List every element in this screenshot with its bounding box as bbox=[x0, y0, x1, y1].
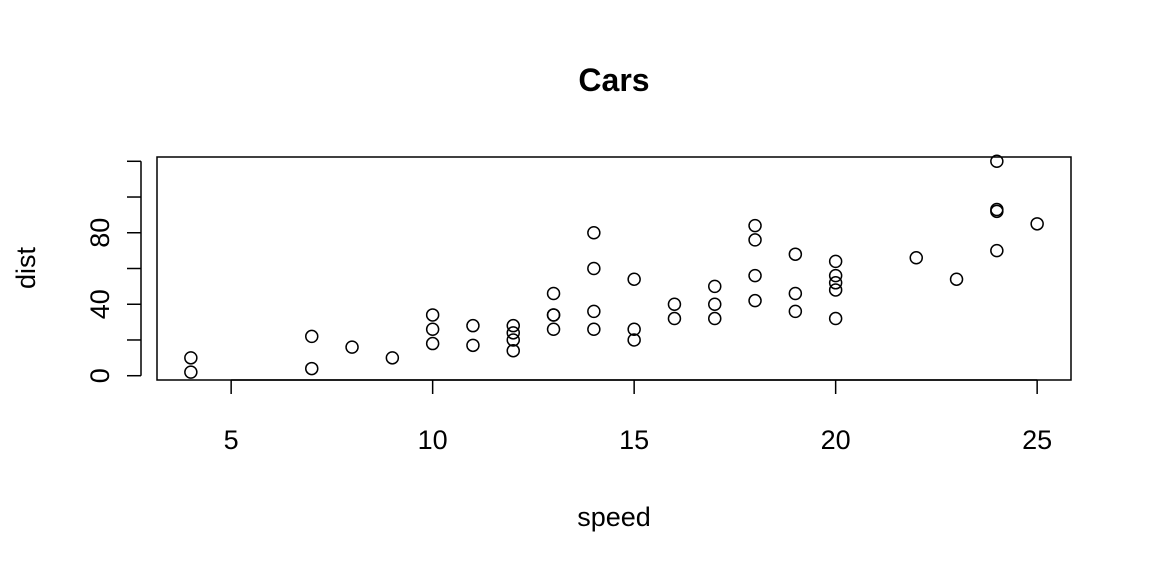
x-tick-label: 10 bbox=[418, 425, 448, 455]
data-point bbox=[305, 329, 319, 344]
y-tick-label: 0 bbox=[85, 368, 115, 383]
x-tick-label: 5 bbox=[224, 425, 239, 455]
x-tick-label: 15 bbox=[619, 425, 649, 455]
data-point bbox=[506, 326, 521, 340]
data-point bbox=[587, 261, 601, 276]
data-point bbox=[627, 272, 641, 286]
data-point bbox=[385, 351, 400, 365]
data-point bbox=[828, 268, 843, 283]
data-point bbox=[990, 202, 1004, 217]
data-point bbox=[506, 343, 521, 358]
data-points bbox=[184, 154, 1044, 379]
data-point bbox=[184, 365, 198, 379]
data-point bbox=[627, 333, 641, 347]
data-point bbox=[707, 311, 722, 326]
data-point bbox=[828, 311, 843, 326]
data-point bbox=[506, 318, 521, 333]
x-axis-label: speed bbox=[577, 502, 651, 532]
data-point bbox=[425, 322, 440, 337]
data-point bbox=[1030, 217, 1044, 231]
data-point bbox=[748, 233, 762, 247]
data-point bbox=[748, 268, 762, 283]
x-axis: 5 10 15 20 25 bbox=[224, 379, 1052, 455]
data-point bbox=[949, 272, 964, 286]
data-point bbox=[627, 322, 641, 337]
data-point bbox=[546, 322, 561, 337]
y-axis: 0 40 80 bbox=[85, 160, 142, 383]
data-point bbox=[587, 304, 601, 319]
plot-frame bbox=[156, 156, 1072, 381]
data-point bbox=[788, 304, 803, 319]
y-tick-label: 40 bbox=[85, 289, 115, 319]
data-point bbox=[909, 251, 923, 265]
data-point bbox=[546, 286, 561, 301]
data-point bbox=[425, 308, 440, 322]
data-point bbox=[546, 308, 561, 322]
data-point bbox=[707, 279, 722, 294]
data-point bbox=[828, 254, 843, 269]
data-point bbox=[748, 293, 762, 308]
data-point bbox=[587, 226, 601, 240]
data-point bbox=[667, 311, 682, 326]
x-tick-label: 25 bbox=[1022, 425, 1052, 455]
data-point bbox=[466, 338, 480, 353]
data-point bbox=[345, 340, 359, 354]
data-point bbox=[707, 297, 722, 311]
x-tick-label: 20 bbox=[821, 425, 851, 455]
data-point bbox=[748, 218, 762, 233]
data-point bbox=[990, 154, 1004, 169]
y-tick-label: 80 bbox=[85, 218, 115, 248]
data-point bbox=[506, 333, 521, 347]
data-point bbox=[587, 322, 601, 337]
data-point bbox=[828, 276, 843, 290]
data-point bbox=[788, 286, 803, 301]
data-point bbox=[667, 297, 682, 311]
y-axis-label: dist bbox=[11, 247, 41, 290]
data-point bbox=[788, 247, 803, 261]
data-point bbox=[425, 336, 440, 351]
data-point bbox=[990, 243, 1004, 258]
data-point bbox=[305, 361, 319, 376]
data-point bbox=[184, 351, 198, 365]
chart-title: Cars bbox=[578, 62, 649, 98]
data-point bbox=[828, 283, 843, 297]
data-point bbox=[466, 318, 480, 333]
